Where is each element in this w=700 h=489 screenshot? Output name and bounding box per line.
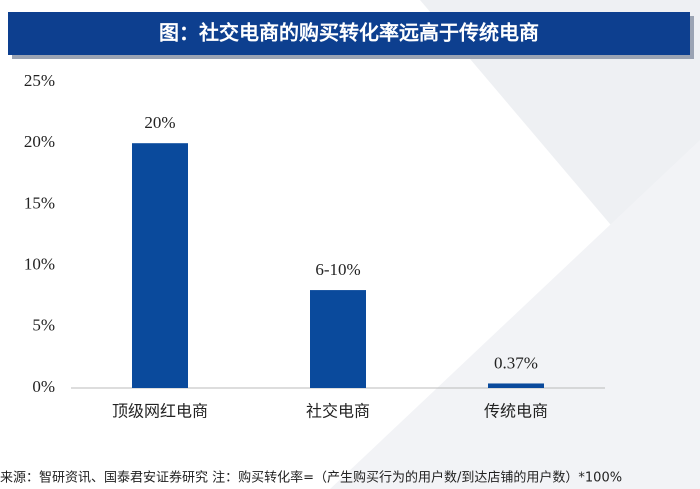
background-shape [330, 140, 700, 489]
y-tick-label: 15% [24, 193, 55, 212]
x-tick-label: 传统电商 [484, 402, 548, 421]
bar [310, 290, 366, 388]
bar [132, 143, 188, 388]
value-label: 6-10% [315, 260, 360, 279]
bar [488, 383, 544, 388]
x-tick-label: 顶级网红电商 [112, 402, 208, 421]
value-label: 20% [144, 113, 175, 132]
title-banner [8, 12, 690, 55]
value-label: 0.37% [494, 353, 538, 372]
source-note: 来源：智研资讯、国泰君安证券研究 注：购买转化率=（产生购买行为的用户数/到达店… [0, 470, 622, 486]
chart-title: 图：社交电商的购买转化率远高于传统电商 [159, 21, 539, 45]
y-tick-label: 20% [24, 132, 55, 151]
x-tick-label: 社交电商 [306, 402, 370, 421]
y-tick-label: 10% [24, 255, 55, 274]
y-tick-label: 0% [32, 377, 55, 396]
y-tick-label: 25% [24, 71, 55, 90]
y-tick-label: 5% [32, 316, 55, 335]
